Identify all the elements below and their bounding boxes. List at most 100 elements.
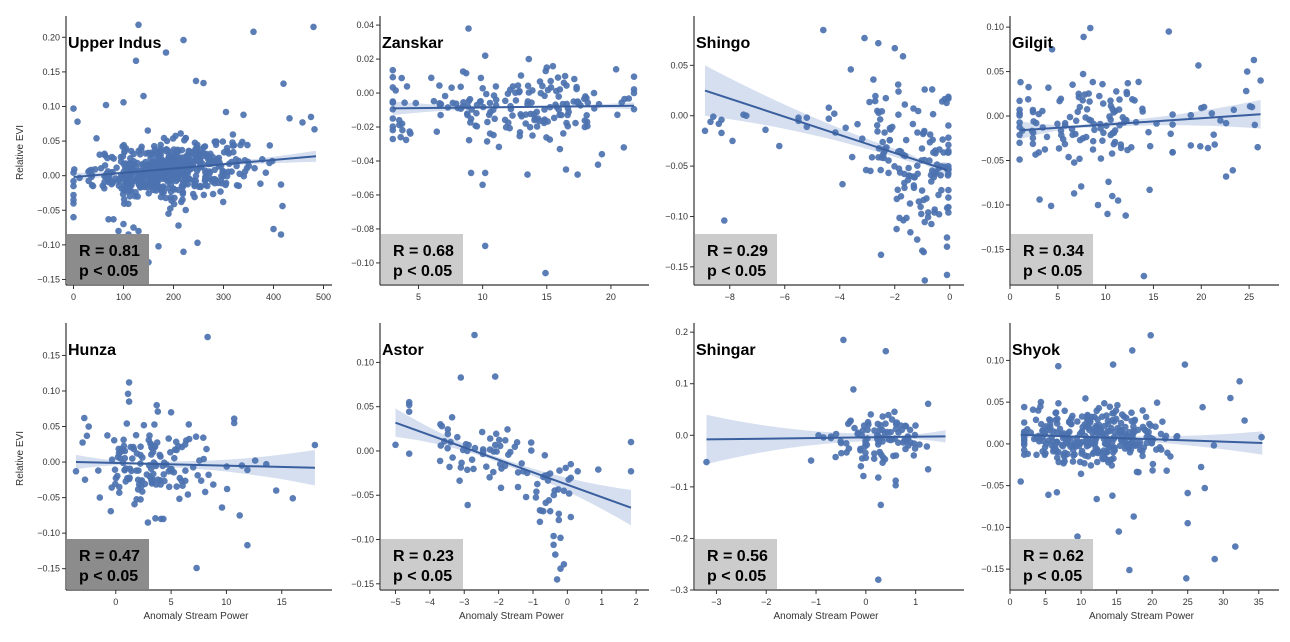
data-point: [1069, 81, 1076, 88]
data-point: [116, 455, 124, 462]
data-point: [402, 136, 410, 144]
data-point: [875, 39, 882, 47]
data-point: [567, 513, 575, 521]
data-point: [1123, 90, 1131, 98]
data-point: [262, 169, 270, 176]
data-point: [1104, 210, 1111, 218]
data-point: [212, 176, 219, 183]
data-point: [185, 147, 192, 155]
data-point: [1109, 105, 1116, 113]
data-point: [1197, 143, 1204, 150]
data-point: [541, 92, 548, 100]
data-point: [549, 62, 557, 70]
data-point: [182, 153, 190, 160]
data-point: [181, 180, 189, 188]
data-point: [197, 477, 205, 485]
data-point: [1036, 196, 1043, 203]
data-point: [627, 468, 635, 475]
data-point: [473, 109, 480, 117]
data-point: [468, 456, 476, 464]
confidence-band: [395, 408, 631, 526]
data-point: [1110, 455, 1117, 462]
data-point: [1105, 178, 1112, 186]
data-point: [135, 467, 142, 474]
data-point: [910, 184, 918, 192]
data-point: [536, 78, 544, 85]
data-point: [895, 111, 902, 118]
data-point: [1251, 121, 1259, 129]
data-point: [1084, 422, 1091, 430]
data-point: [1139, 452, 1146, 460]
y-tick-label: 0.05: [42, 136, 60, 146]
data-point: [203, 445, 210, 453]
data-point: [1083, 442, 1091, 450]
data-point: [892, 482, 899, 489]
panel-astor: −0.15 −0.10 −0.05 0.00 0.05 0.10 −5 −4 −3 −2 −1 0 1 2…: [351, 323, 649, 622]
data-point: [847, 66, 855, 73]
data-point: [1204, 144, 1212, 152]
data-point: [444, 430, 452, 438]
data-point: [1087, 462, 1095, 469]
data-point: [1211, 555, 1218, 563]
data-point: [179, 482, 186, 490]
data-point: [882, 347, 890, 355]
data-point: [874, 420, 882, 428]
y-tick-label: 0.00: [42, 457, 60, 467]
data-point: [882, 94, 890, 102]
panel-shingo: −0.15 −0.10 −0.05 0.00 0.05 −8 −6 −4 −2 0 Shingo R …: [665, 16, 964, 302]
data-point: [407, 130, 414, 137]
data-point: [547, 77, 554, 85]
data-point: [456, 477, 463, 485]
data-point: [145, 436, 153, 444]
data-point: [1131, 97, 1138, 104]
data-point: [850, 386, 857, 393]
data-point: [483, 90, 490, 98]
data-point: [831, 110, 838, 117]
data-point: [1126, 566, 1133, 574]
data-point: [1047, 202, 1055, 210]
data-point: [222, 179, 230, 187]
plot-area: [389, 25, 638, 277]
data-point: [149, 448, 157, 456]
data-point: [943, 271, 951, 279]
data-point: [1029, 134, 1037, 142]
stat-box: [381, 539, 463, 589]
data-point: [1187, 111, 1195, 119]
data-point: [222, 108, 230, 116]
data-point: [286, 115, 293, 122]
data-point: [266, 142, 274, 149]
data-point: [921, 86, 928, 93]
data-point: [1091, 413, 1098, 421]
data-point: [574, 171, 581, 178]
data-point: [1094, 201, 1102, 209]
data-point: [79, 439, 86, 446]
data-point: [1050, 445, 1057, 453]
data-point: [104, 432, 111, 439]
data-point: [498, 465, 505, 472]
data-point: [1227, 394, 1234, 402]
data-point: [528, 447, 535, 454]
x-tick-label: −3: [459, 597, 469, 607]
y-axis-title: Relative EVI: [15, 125, 26, 180]
x-tick-label: 100: [116, 292, 131, 302]
data-point: [567, 460, 575, 468]
data-point: [1046, 416, 1053, 423]
data-point: [180, 36, 187, 44]
data-point: [1250, 56, 1258, 64]
data-point: [556, 111, 563, 119]
data-point: [1020, 439, 1028, 447]
y-tick-label: −0.02: [351, 122, 374, 132]
plot-area: [392, 331, 635, 583]
data-point: [1201, 484, 1209, 492]
stat-box: [1011, 539, 1093, 589]
x-tick-label: 0: [1007, 292, 1012, 302]
data-point: [875, 154, 882, 161]
data-point: [1039, 427, 1046, 435]
data-point: [192, 433, 200, 441]
data-point: [1079, 70, 1087, 78]
data-point: [921, 218, 928, 226]
data-point: [108, 456, 116, 464]
data-point: [299, 119, 306, 126]
data-point: [1142, 413, 1150, 421]
